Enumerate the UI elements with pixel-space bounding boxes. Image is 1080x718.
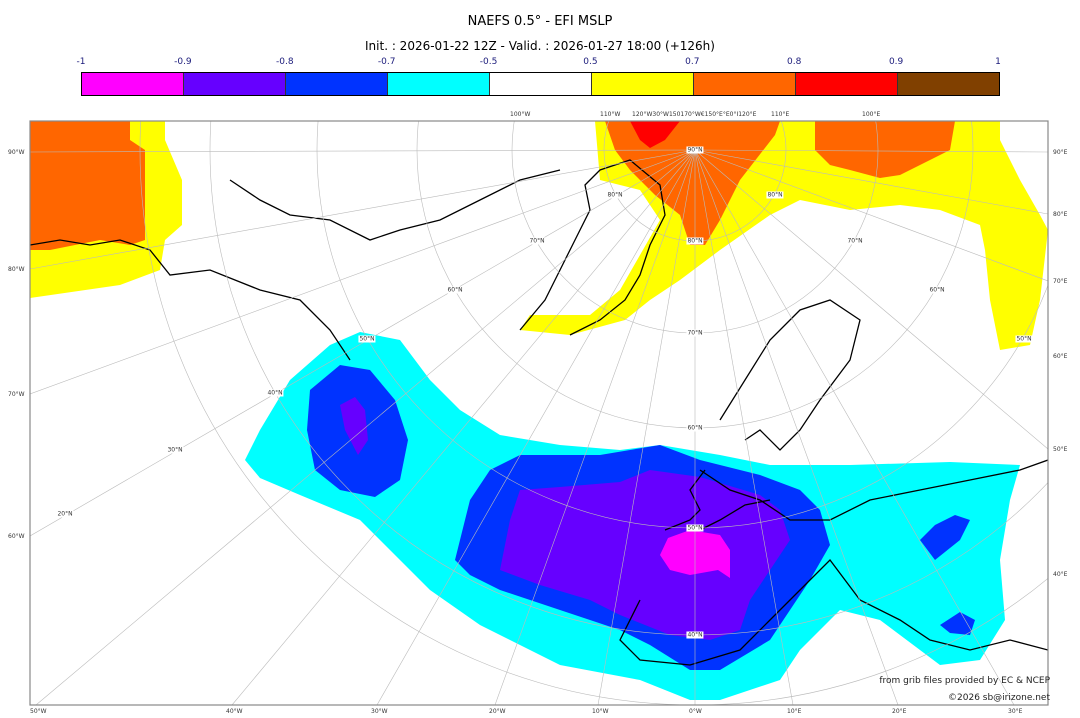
colorbar-segment <box>184 73 286 95</box>
bottom-axis-label: 30°E <box>1008 708 1023 715</box>
meridian-line <box>694 149 899 705</box>
latitude-label: 40°N <box>266 389 284 397</box>
colorbar-tick-label: 1 <box>995 57 1001 67</box>
colorbar-tick-label: 0.5 <box>583 57 598 67</box>
efi-region-purple-europe <box>500 470 790 640</box>
efi-region-orange-ne <box>815 121 955 178</box>
latitude-label: 50°N <box>358 335 376 343</box>
meridian-line <box>30 149 696 537</box>
latitude-label: 80°N <box>686 237 704 245</box>
top-axis-label: 100°E <box>862 111 881 118</box>
latitude-label: 90°N <box>686 146 704 154</box>
meridian-line <box>494 149 696 705</box>
latitude-label: 70°N <box>686 329 704 337</box>
right-axis-label: 70°E <box>1053 278 1068 285</box>
bottom-axis-label: 20°E <box>892 708 907 715</box>
meridian-line <box>231 149 696 705</box>
colorbar-tick-label: -1 <box>76 57 86 67</box>
colorbar-segment <box>490 73 592 95</box>
left-axis-label: 60°W <box>8 533 25 540</box>
meridian-line <box>30 149 696 153</box>
meridian-line <box>30 149 696 395</box>
efi-region-yellow-ne <box>800 121 1048 350</box>
latitude-label: 50°N <box>1015 335 1033 343</box>
colorbar <box>81 72 1000 96</box>
colorbar-segment <box>898 73 999 95</box>
latitude-label: 60°N <box>686 424 704 432</box>
colorbar-segment <box>286 73 388 95</box>
colorbar-tick-label: -0.7 <box>377 57 396 67</box>
chart-subtitle: Init. : 2026-01-22 12Z - Valid. : 2026-0… <box>365 39 715 53</box>
efi-region-orange-nw <box>30 121 145 250</box>
efi-region-orange-pole <box>605 121 780 245</box>
bottom-axis-label: 40°W <box>226 708 243 715</box>
latitude-label: 30°N <box>166 446 184 454</box>
coastlines <box>30 159 1048 666</box>
latitude-label: 60°N <box>446 286 464 294</box>
meridian-line <box>694 149 1048 450</box>
colorbar-segment <box>694 73 796 95</box>
latitude-label: 60°N <box>928 286 946 294</box>
colorbar-tick-label: -0.5 <box>479 57 498 67</box>
latitude-label: 40°N <box>686 631 704 639</box>
meridian-line <box>694 149 794 705</box>
latitude-label: 20°N <box>56 510 74 518</box>
efi-region-blue-aegean <box>940 612 975 635</box>
right-axis-label: 50°E <box>1053 446 1068 453</box>
map-frame <box>29 120 1049 706</box>
colorbar-tick-label: 0.8 <box>787 57 802 67</box>
right-axis-label: 40°E <box>1053 571 1068 578</box>
bottom-axis-label: 20°W <box>489 708 506 715</box>
meridian-line <box>694 149 1048 215</box>
top-axis-label: 110°E <box>771 111 790 118</box>
top-axis-label: 120°W30°W150170°W€150°E°E0°I120°E <box>632 111 757 118</box>
left-axis-label: 90°W <box>8 149 25 156</box>
right-axis-label: 80°E <box>1053 211 1068 218</box>
source-credit: from grib files provided by EC & NCEP <box>879 676 1050 686</box>
efi-region-blue-black-sea <box>920 515 970 560</box>
chart-title: NAEFS 0.5° - EFI MSLP <box>467 14 613 29</box>
graticule <box>30 121 1048 705</box>
meridian-line <box>35 149 696 705</box>
top-axis-label: 100°W <box>510 111 531 118</box>
latitude-label: 70°N <box>528 237 546 245</box>
bottom-axis-label: 50°W <box>30 708 47 715</box>
colorbar-segment <box>796 73 898 95</box>
colorbar-segment <box>388 73 490 95</box>
left-axis-label: 80°W <box>8 266 25 273</box>
meridian-line <box>694 149 1048 282</box>
efi-region-red-pole <box>630 121 680 148</box>
copyright: ©2026 sb@irizone.net <box>948 693 1050 703</box>
right-axis-label: 90°E <box>1053 149 1068 156</box>
colorbar-segment <box>82 73 184 95</box>
colorbar-tick-label: -0.9 <box>174 57 192 67</box>
latitude-label: 50°N <box>686 524 704 532</box>
meridian-line <box>694 149 1015 705</box>
left-axis-label: 70°W <box>8 391 25 398</box>
latitude-label: 70°N <box>846 237 864 245</box>
bottom-axis-label: 10°W <box>592 708 609 715</box>
right-axis-label: 60°E <box>1053 353 1068 360</box>
meridian-line <box>376 149 696 705</box>
colorbar-segment <box>592 73 694 95</box>
colorbar-tick-label: 0.9 <box>888 57 904 67</box>
bottom-axis-label: 0°W <box>689 708 702 715</box>
top-axis-label: 110°W <box>600 111 621 118</box>
latitude-label: 80°N <box>606 191 624 199</box>
colorbar-tick-label: -0.8 <box>275 57 294 67</box>
efi-region-purple-west <box>340 397 368 455</box>
meridian-line <box>694 149 1048 153</box>
colorbar-tick-label: 0.7 <box>685 57 700 67</box>
parallel-line <box>139 121 1048 705</box>
latitude-label: 80°N <box>766 191 784 199</box>
meridian-line <box>30 149 696 270</box>
meridian-line <box>597 149 696 705</box>
bottom-axis-label: 30°W <box>371 708 388 715</box>
bottom-axis-label: 10°E <box>787 708 802 715</box>
